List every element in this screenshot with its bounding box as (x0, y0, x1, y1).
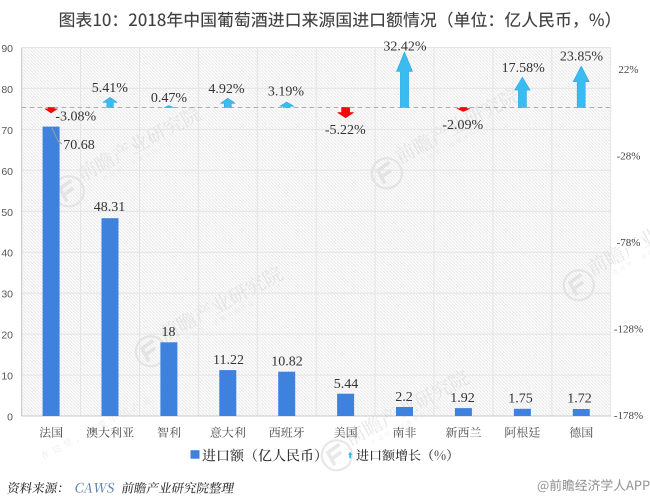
svg-text:5.44: 5.44 (334, 377, 359, 392)
svg-text:80: 80 (1, 84, 13, 96)
svg-text:70: 70 (1, 125, 13, 137)
svg-text:60: 60 (1, 166, 13, 178)
svg-text:1.92: 1.92 (450, 391, 475, 406)
svg-text:20: 20 (1, 330, 13, 342)
svg-text:23.85%: 23.85% (560, 49, 604, 64)
svg-text:5.41%: 5.41% (92, 81, 129, 96)
svg-text:-178%: -178% (614, 410, 643, 422)
svg-text:11.22: 11.22 (213, 353, 244, 368)
svg-text:1.75: 1.75 (508, 392, 533, 407)
svg-text:70.68: 70.68 (63, 138, 95, 153)
svg-text:50: 50 (1, 207, 13, 219)
svg-text:10: 10 (1, 371, 13, 383)
svg-text:0: 0 (7, 412, 13, 424)
svg-text:-78%: -78% (617, 237, 641, 249)
svg-text:22%: 22% (618, 64, 638, 76)
svg-text:2.2: 2.2 (395, 390, 413, 405)
svg-text:10.82: 10.82 (271, 355, 303, 370)
svg-text:-5.22%: -5.22% (325, 123, 366, 138)
svg-text:32.42%: 32.42% (383, 40, 427, 55)
svg-text:-28%: -28% (617, 151, 641, 163)
svg-text:30: 30 (1, 289, 13, 301)
svg-text:1.72: 1.72 (567, 392, 592, 407)
svg-text:-3.08%: -3.08% (55, 109, 96, 124)
svg-text:4.92%: 4.92% (208, 82, 245, 97)
svg-text:40: 40 (1, 248, 13, 260)
svg-text:18: 18 (162, 325, 176, 340)
svg-text:3.19%: 3.19% (268, 85, 305, 100)
svg-text:0.47%: 0.47% (151, 91, 188, 106)
svg-text:-2.09%: -2.09% (442, 118, 483, 133)
svg-text:-128%: -128% (614, 324, 643, 336)
svg-text:90: 90 (1, 43, 13, 55)
svg-text:48.31: 48.31 (94, 200, 126, 215)
svg-text:17.58%: 17.58% (502, 61, 546, 76)
